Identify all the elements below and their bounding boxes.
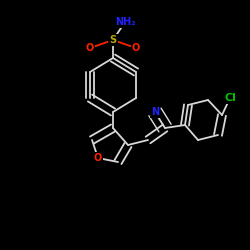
Text: NH₂: NH₂ <box>115 17 135 27</box>
Text: N: N <box>151 107 159 117</box>
Text: O: O <box>86 43 94 53</box>
Text: O: O <box>132 43 140 53</box>
Text: O: O <box>94 153 102 163</box>
Text: S: S <box>110 35 116 45</box>
Text: Cl: Cl <box>224 93 236 103</box>
